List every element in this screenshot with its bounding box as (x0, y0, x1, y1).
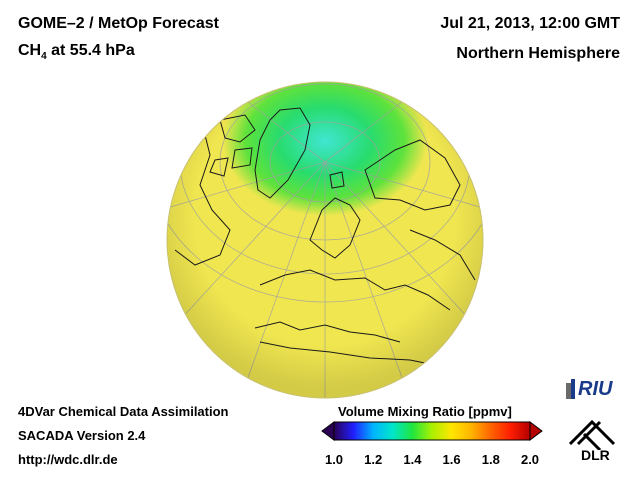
colorbar-tick-label: 2.0 (520, 452, 540, 467)
colorbar-arrow-right (529, 421, 543, 441)
riu-logo: RIU (566, 378, 613, 400)
riu-logo-text: RIU (578, 378, 613, 400)
dlr-logo-icon (568, 419, 616, 450)
date-label: Jul 21, 2013, 12:00 GMT (440, 15, 620, 32)
colorbar-title: Volume Mixing Ratio [ppmv] (338, 404, 512, 419)
dlr-logo-text: DLR (581, 447, 610, 463)
footer-line-version: SACADA Version 2.4 (18, 428, 146, 443)
species-pressure: at 55.4 hPa (46, 42, 135, 59)
riu-logo-mark (566, 383, 574, 399)
colorbar-gradient (333, 421, 531, 441)
footer-line-assimilation: 4DVar Chemical Data Assimilation (18, 404, 229, 419)
colorbar-tick-label: 1.0 (324, 452, 344, 467)
footer-link-url[interactable]: http://wdc.dlr.de (18, 452, 118, 467)
title-line: GOME–2 / MetOp Forecast (18, 15, 219, 32)
colorbar-tick-label: 1.6 (442, 452, 461, 467)
hemisphere-globe-map (166, 81, 484, 399)
region-label: Northern Hemisphere (456, 45, 620, 62)
colorbar-tick-label: 1.2 (364, 452, 383, 467)
colorbar (321, 421, 543, 441)
species-subscript: 4 (41, 51, 47, 63)
species-label: CH4 at 55.4 hPa (18, 42, 135, 62)
colorbar-tick-label: 1.4 (403, 452, 422, 467)
colorbar-arrow-left (321, 421, 335, 441)
colorbar-tick-label: 1.8 (481, 452, 500, 467)
species-main: CH (18, 42, 42, 59)
